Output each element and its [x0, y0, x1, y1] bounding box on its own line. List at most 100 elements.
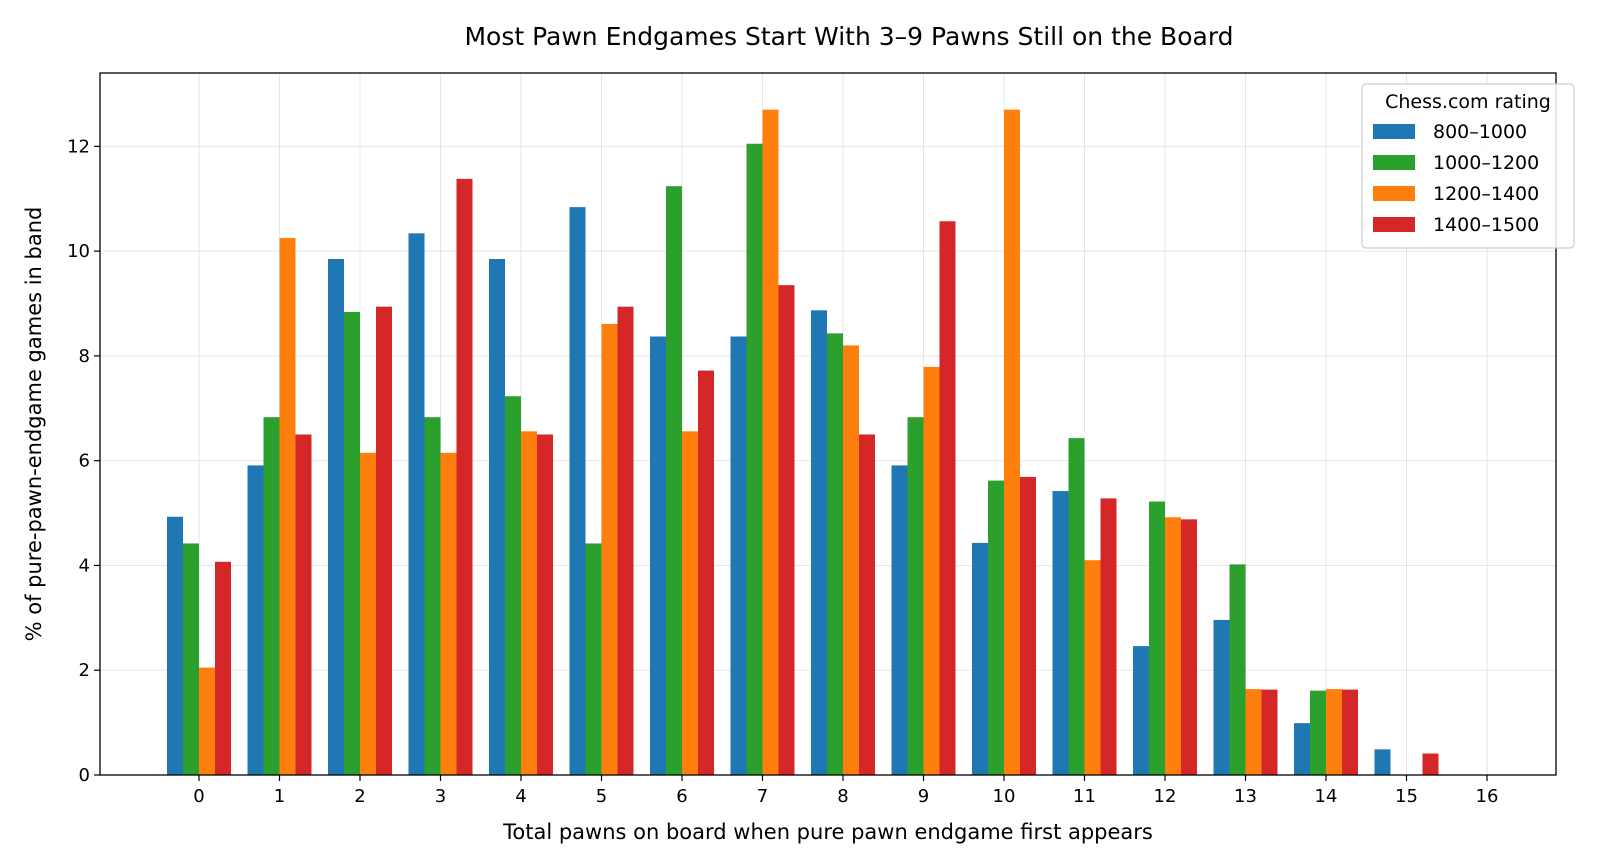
- bar: [746, 143, 763, 775]
- y-tick-label: 4: [79, 555, 90, 576]
- y-axis-label: % of pure-pawn-endgame games in band: [22, 207, 46, 642]
- x-tick-label: 5: [596, 786, 607, 807]
- legend-swatch: [1373, 217, 1415, 232]
- bar: [1020, 476, 1036, 775]
- legend-title: Chess.com rating: [1385, 91, 1551, 113]
- bar: [730, 336, 747, 775]
- bar: [1261, 689, 1278, 775]
- x-tick-label: 8: [837, 786, 848, 807]
- x-tick-label: 16: [1476, 786, 1499, 807]
- bar: [617, 306, 634, 775]
- legend-label: 1000–1200: [1433, 152, 1539, 174]
- bar: [1133, 646, 1149, 775]
- bar: [183, 543, 199, 775]
- bar: [569, 207, 586, 776]
- bar: [1100, 498, 1117, 775]
- y-tick-label: 6: [79, 451, 90, 472]
- bar: [988, 480, 1004, 775]
- legend-swatch: [1373, 124, 1415, 139]
- bar: [505, 396, 521, 775]
- x-tick-label: 11: [1073, 786, 1096, 807]
- bar: [279, 238, 296, 775]
- bar: [344, 311, 360, 775]
- plot-frame: [99, 72, 1557, 776]
- bar: [521, 431, 537, 775]
- bar: [891, 465, 908, 775]
- bar: [939, 221, 956, 776]
- bar: [1068, 438, 1085, 775]
- bar: [1052, 491, 1069, 775]
- bar: [408, 233, 425, 775]
- y-tick-label: 12: [67, 136, 90, 157]
- x-tick-label: 6: [676, 786, 687, 807]
- bar: [972, 542, 988, 775]
- bar: [1374, 749, 1391, 775]
- y-axis: 0 2 4 6 8 10 12: [67, 136, 100, 786]
- x-axis: 0 1 2 3 4 5 6 7 8 9 10 11 12 13 14 15 16: [193, 775, 1498, 807]
- y-tick-label: 2: [79, 660, 90, 681]
- bar: [167, 516, 183, 775]
- bar: [1149, 501, 1165, 775]
- bar: [585, 543, 602, 775]
- bar: [360, 452, 376, 775]
- bar: [1245, 689, 1262, 775]
- x-tick-label: 15: [1395, 786, 1418, 807]
- legend-label: 800–1000: [1433, 121, 1527, 143]
- bar: [1310, 690, 1326, 775]
- legend-items: 800–1000 1000–1200 1200–1400 1400–1500: [1373, 121, 1539, 236]
- x-tick-label: 13: [1234, 786, 1257, 807]
- bar: [762, 109, 779, 776]
- bar: [295, 434, 312, 775]
- x-tick-label: 10: [993, 786, 1016, 807]
- x-tick-label: 2: [354, 786, 365, 807]
- legend-label: 1200–1400: [1433, 183, 1539, 205]
- x-axis-label: Total pawns on board when pure pawn endg…: [502, 820, 1153, 844]
- chart-title: Most Pawn Endgames Start With 3–9 Pawns …: [464, 22, 1233, 51]
- bar: [1229, 564, 1246, 775]
- bar: [1326, 689, 1342, 775]
- x-tick-label: 9: [918, 786, 929, 807]
- bar: [778, 285, 795, 775]
- y-tick-label: 8: [79, 346, 90, 367]
- bar: [682, 431, 698, 775]
- bar: [843, 345, 859, 775]
- legend-swatch: [1373, 186, 1415, 201]
- bar: [923, 366, 940, 775]
- bar: [698, 370, 714, 775]
- bar: [907, 417, 924, 775]
- bar: [489, 258, 505, 775]
- x-tick-label: 0: [193, 786, 204, 807]
- bar: [1084, 560, 1101, 775]
- bar: [247, 465, 264, 775]
- bar: [215, 561, 231, 775]
- bar: [1181, 519, 1197, 775]
- bar: [199, 667, 215, 775]
- legend: Chess.com rating 800–1000 1000–1200 1200–1…: [1361, 83, 1575, 249]
- bar: [328, 258, 344, 775]
- legend-label: 1400–1500: [1433, 214, 1539, 236]
- bar: [650, 336, 666, 775]
- legend-swatch: [1373, 155, 1415, 170]
- bar: [1213, 619, 1230, 775]
- bar: [1294, 723, 1310, 775]
- bar: [827, 333, 843, 775]
- x-tick-label: 3: [435, 786, 446, 807]
- bar: [666, 186, 682, 775]
- x-tick-label: 4: [515, 786, 526, 807]
- bar: [1165, 517, 1181, 775]
- bar: [537, 434, 553, 775]
- x-tick-label: 12: [1154, 786, 1177, 807]
- bar: [601, 323, 618, 775]
- bar: [1422, 753, 1439, 775]
- bar: [1342, 689, 1358, 775]
- bar: [811, 310, 827, 775]
- bar: [1004, 109, 1020, 776]
- y-tick-label: 0: [79, 765, 90, 786]
- x-tick-label: 7: [757, 786, 768, 807]
- bar: [424, 417, 441, 775]
- x-tick-label: 14: [1315, 786, 1338, 807]
- x-tick-label: 1: [274, 786, 285, 807]
- bar: [859, 434, 875, 775]
